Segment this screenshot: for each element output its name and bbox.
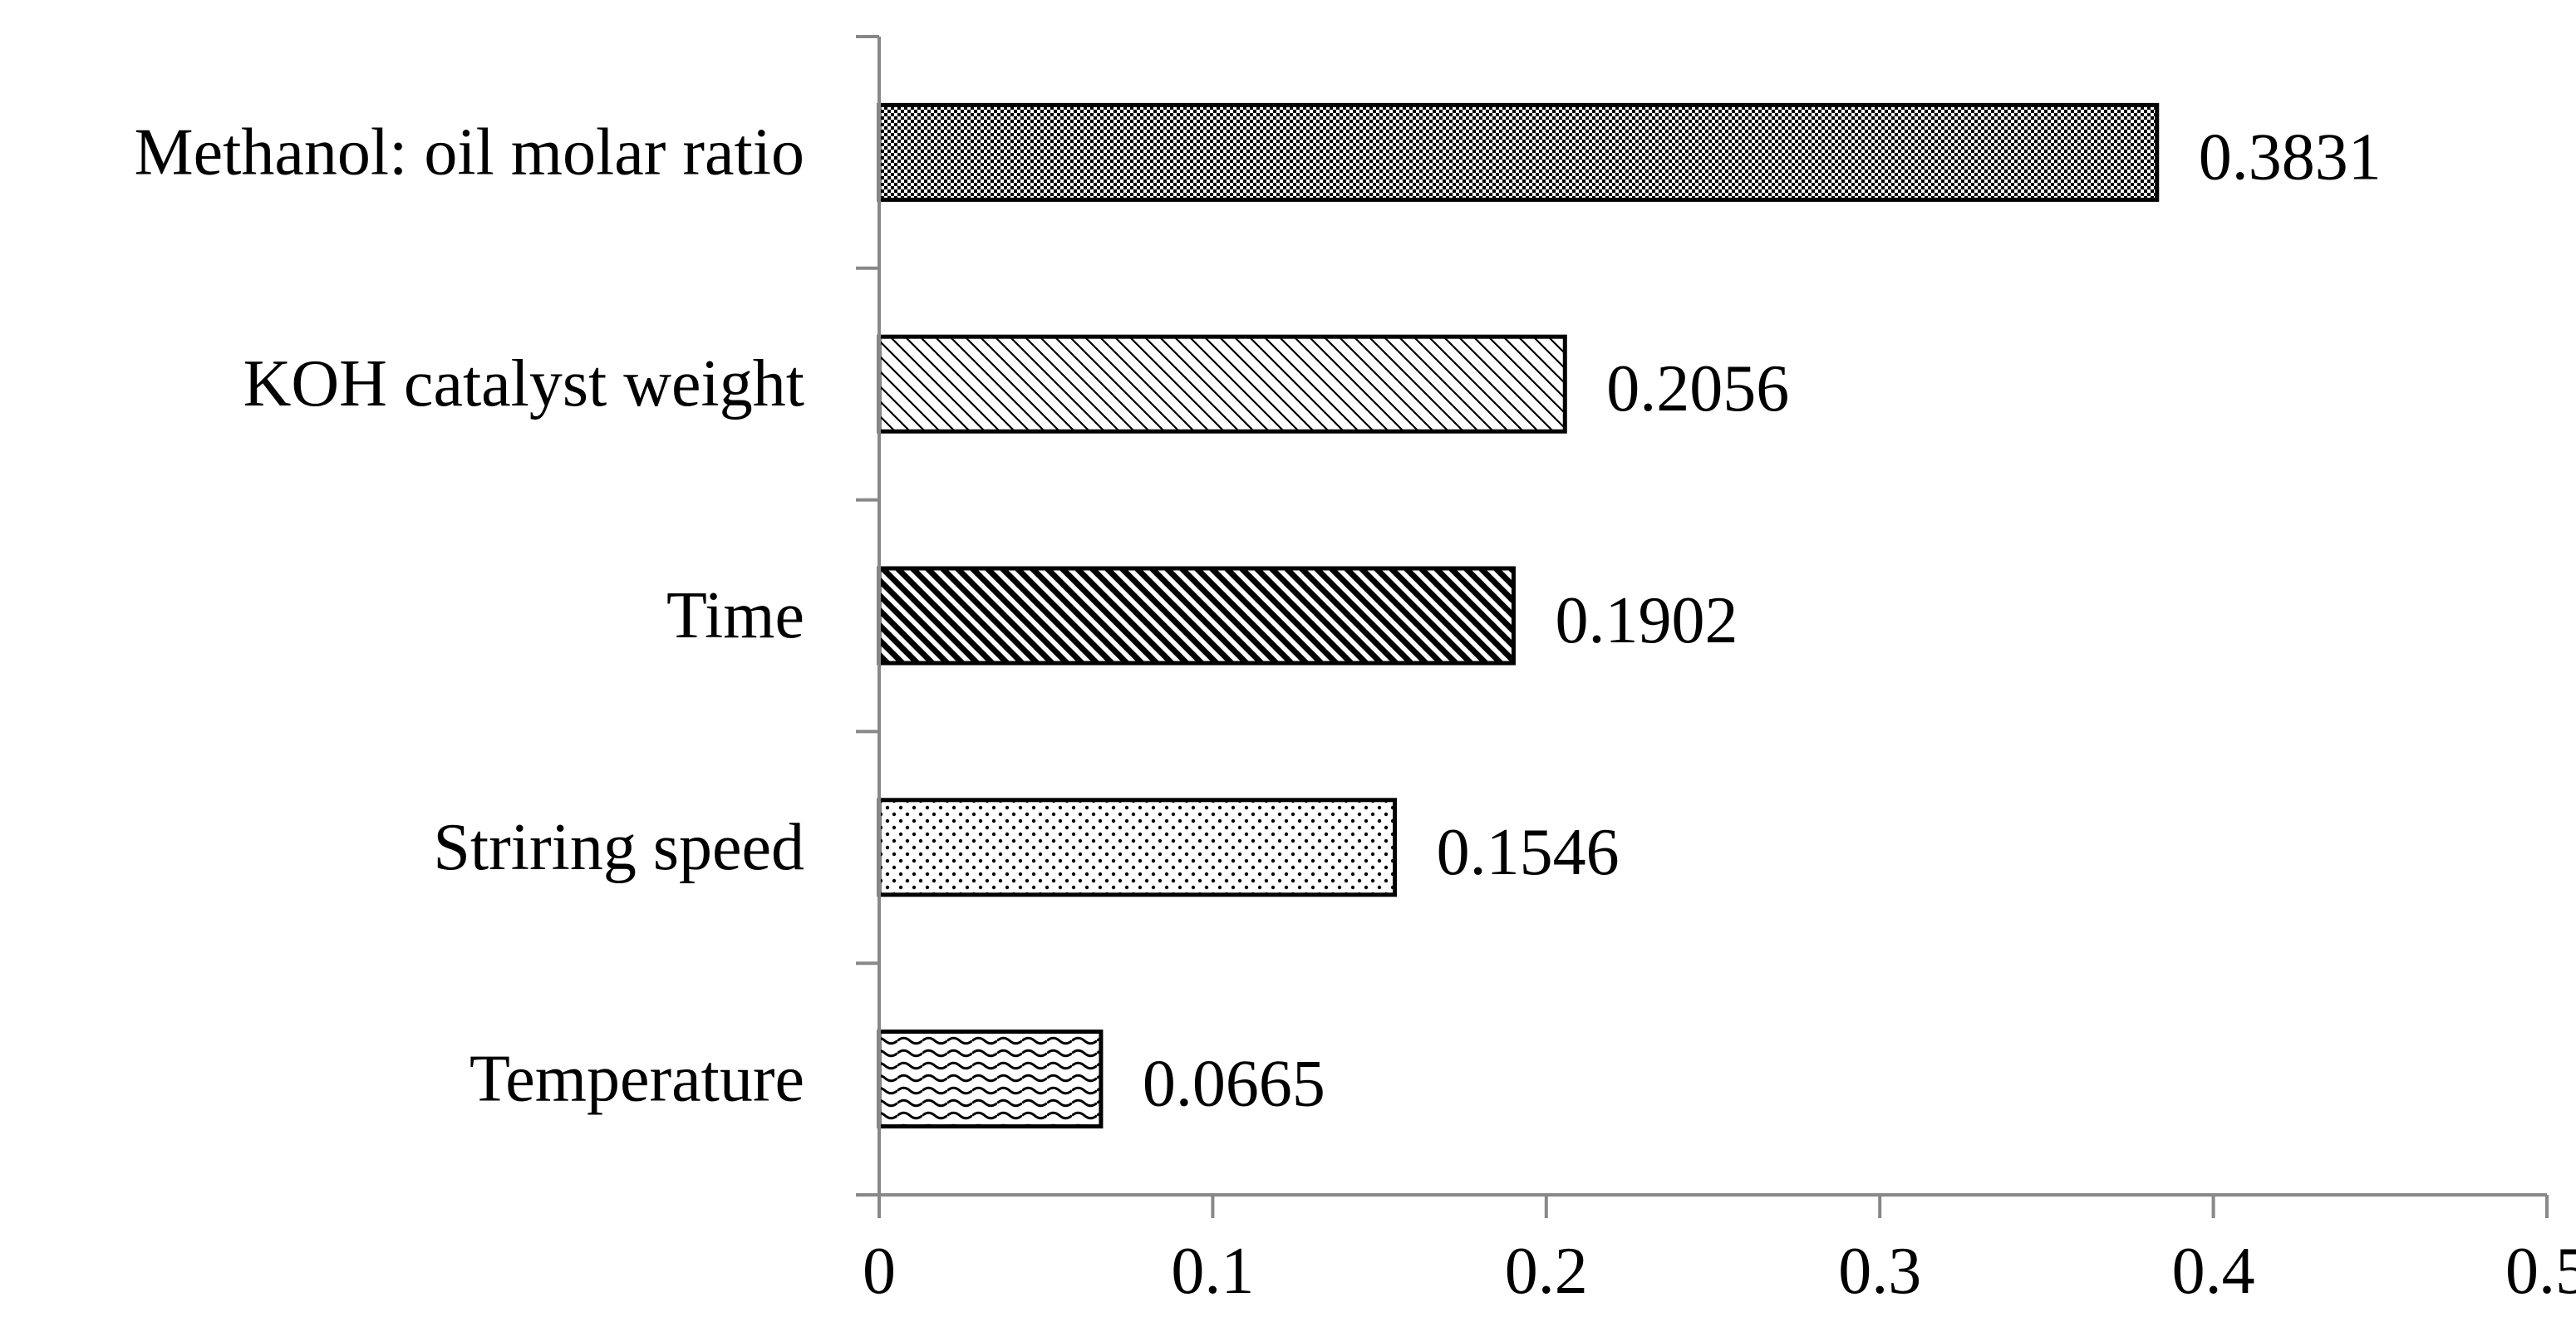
category-label: Time: [666, 579, 804, 652]
data-label: 0.0665: [1143, 1048, 1325, 1121]
category-label: Temperature: [469, 1043, 804, 1116]
bar: [877, 566, 1516, 666]
x-tick-label: 0.1: [1171, 1235, 1254, 1308]
x-tick-label: 0: [863, 1235, 896, 1308]
data-label: 0.1546: [1437, 816, 1620, 889]
bar: [877, 798, 1398, 897]
category-label: Striring speed: [433, 811, 804, 884]
data-label: 0.3831: [2199, 120, 2382, 194]
data-label: 0.1902: [1555, 584, 1738, 657]
category-label: KOH catalyst weight: [243, 347, 804, 420]
x-tick-label: 0.3: [1838, 1235, 1921, 1308]
bar: [877, 102, 2160, 202]
x-tick-label: 0.5: [2505, 1235, 2576, 1308]
x-tick-label: 0.4: [2172, 1235, 2255, 1308]
category-label: Methanol: oil molar ratio: [135, 115, 804, 189]
bar: [877, 334, 1567, 434]
data-label: 0.2056: [1606, 352, 1789, 425]
x-tick-label: 0.2: [1505, 1235, 1588, 1308]
bar: [877, 1030, 1104, 1129]
